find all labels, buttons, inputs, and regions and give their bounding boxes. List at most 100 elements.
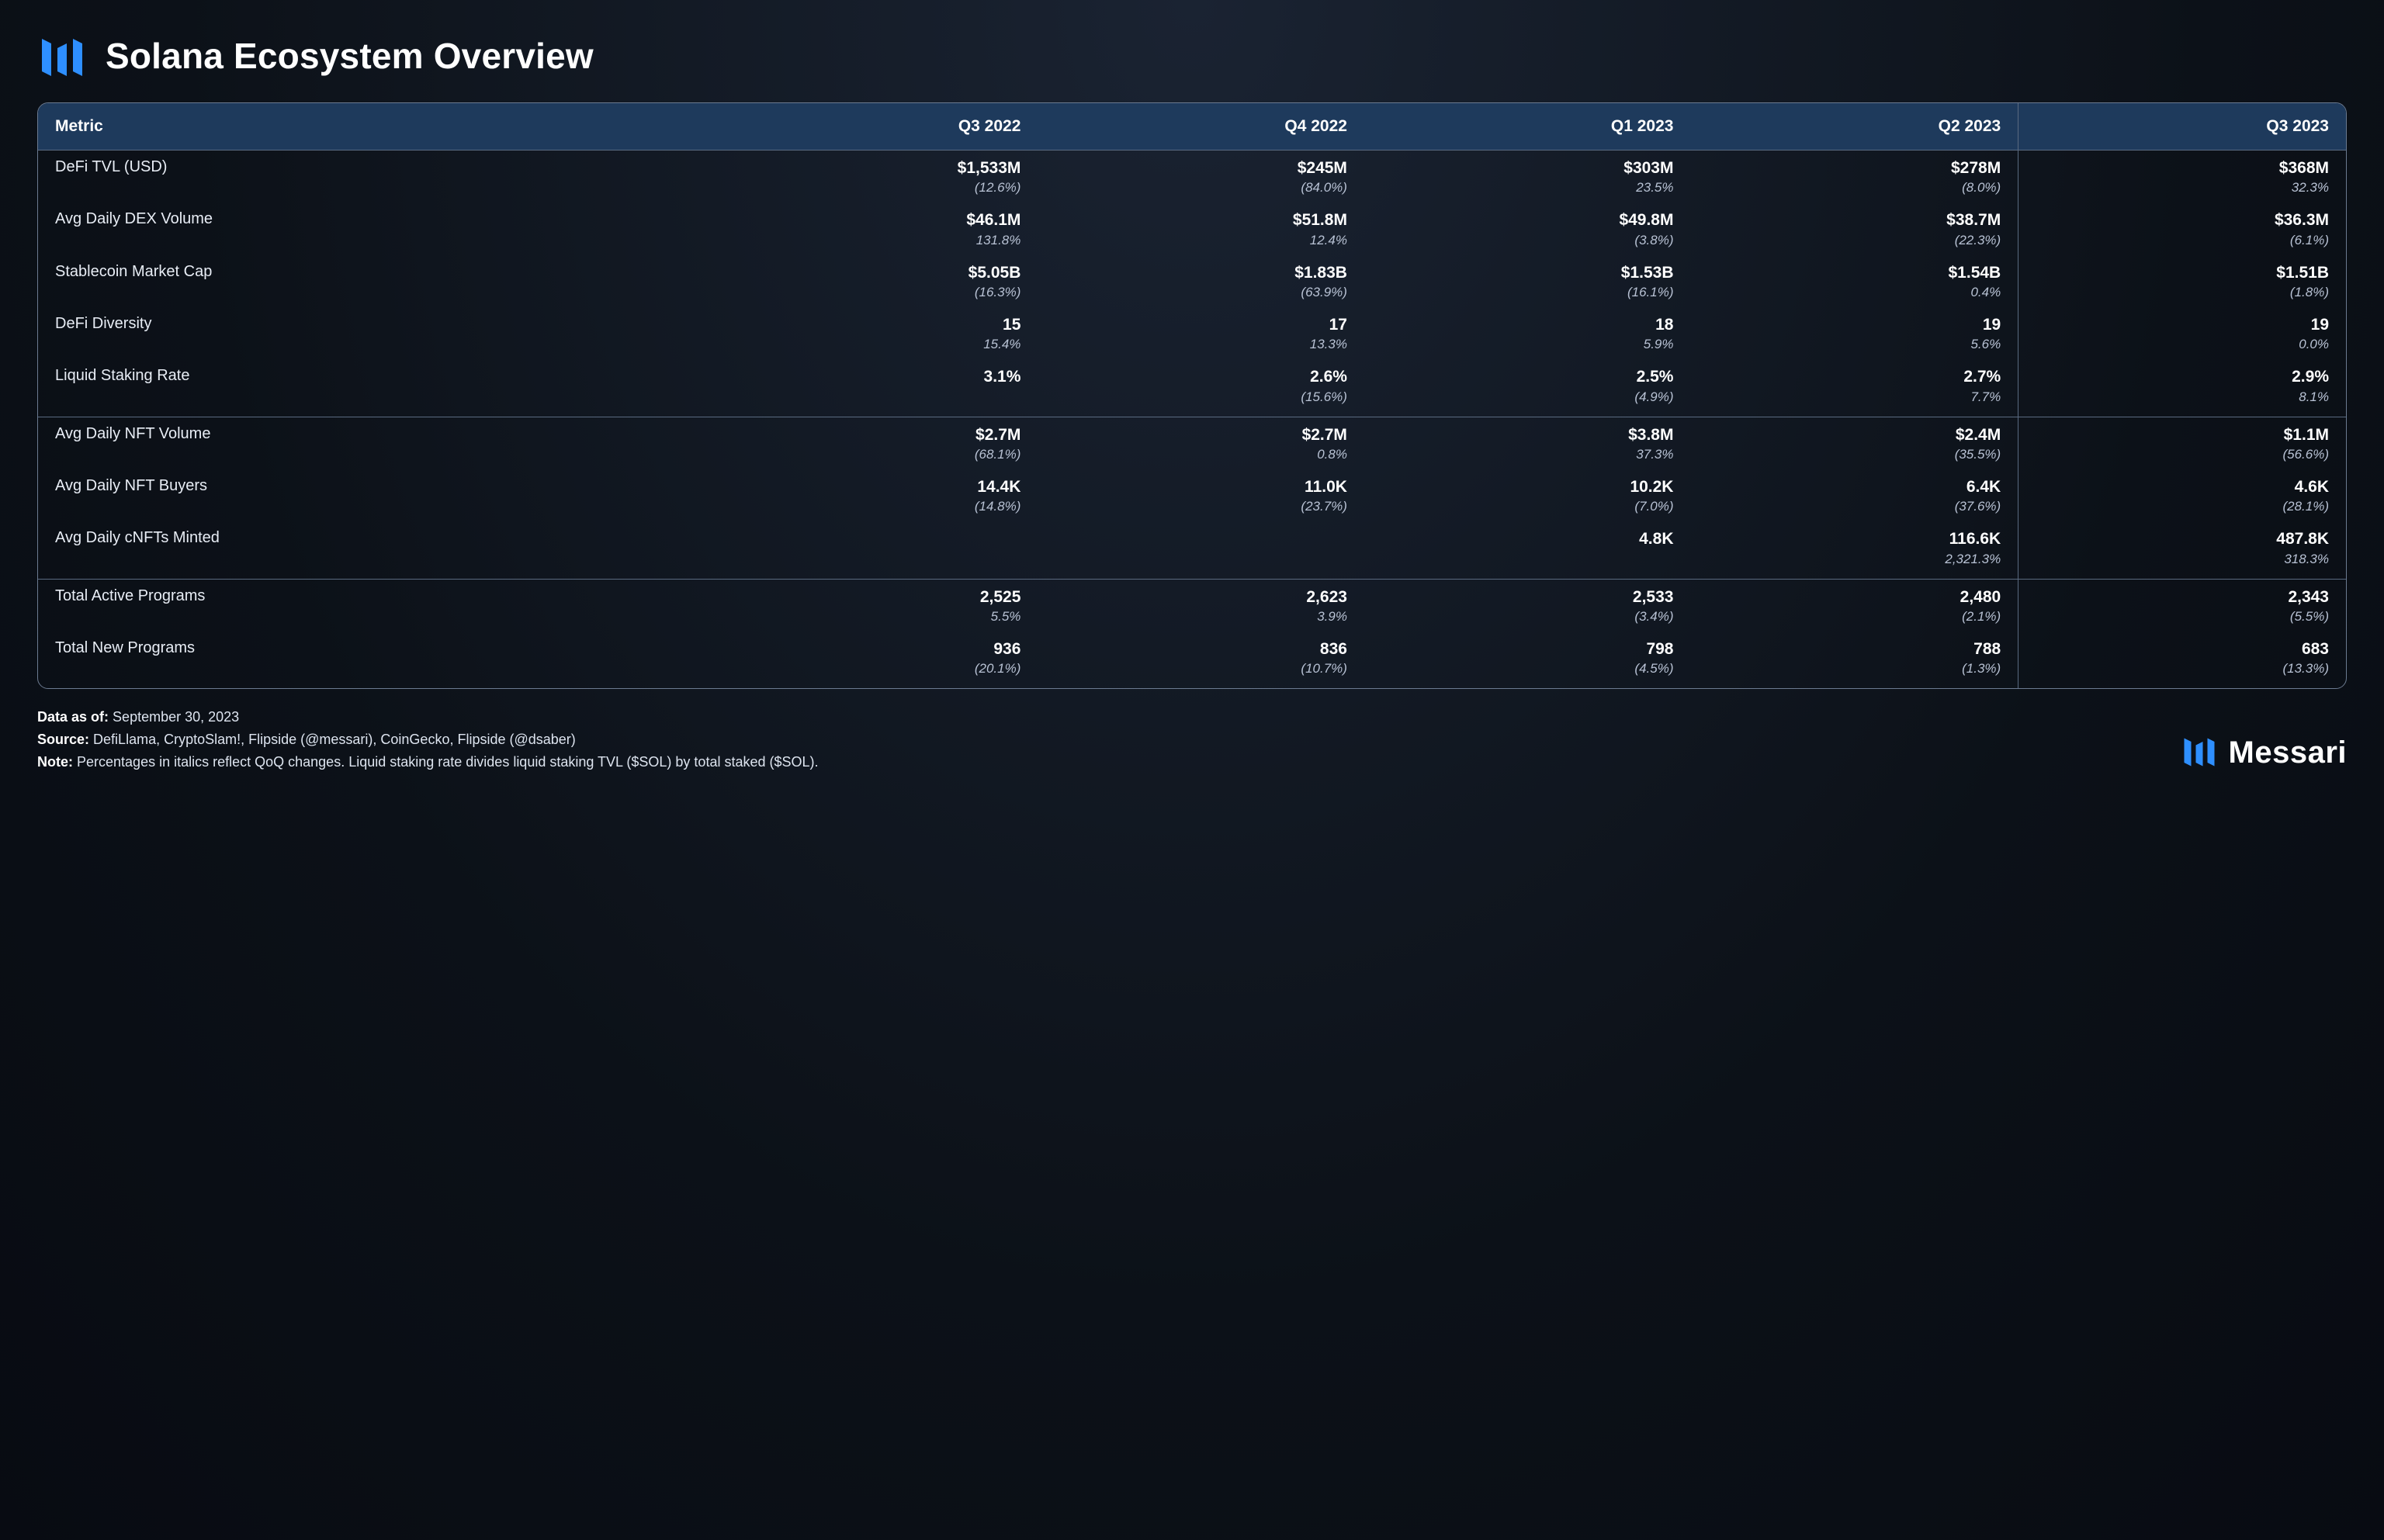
metric-value: $303M xyxy=(1381,158,1674,178)
metric-change: 3.9% xyxy=(1055,608,1347,625)
metric-value: 2.6% xyxy=(1055,367,1347,387)
metric-value-cell: 185.9% xyxy=(1364,307,1691,359)
metric-value-cell: 683(13.3%) xyxy=(2018,632,2346,688)
metric-value: $2.7M xyxy=(726,425,1020,445)
metric-change: (22.3%) xyxy=(1707,232,2001,249)
metric-value: $1.54B xyxy=(1707,263,2001,283)
metric-change: 0.0% xyxy=(2036,336,2329,353)
note-value: Percentages in italics reflect QoQ chang… xyxy=(77,754,819,770)
metric-value-cell: $51.8M 12.4% xyxy=(1038,202,1364,254)
metric-value: $36.3M xyxy=(2036,210,2329,230)
metric-value: 18 xyxy=(1381,315,1674,335)
metric-change: (8.0%) xyxy=(1707,179,2001,196)
metric-change: (4.9%) xyxy=(1381,389,1674,406)
metric-value: $3.8M xyxy=(1381,425,1674,445)
metric-value: $51.8M xyxy=(1055,210,1347,230)
page-footer: Data as of: September 30, 2023 Source: D… xyxy=(37,706,2347,773)
metric-value: 19 xyxy=(1707,315,2001,335)
metric-value: $38.7M xyxy=(1707,210,2001,230)
table-row: Avg Daily NFT Buyers14.4K(14.8%)11.0K(23… xyxy=(38,469,2346,521)
metric-label: Avg Daily NFT Volume xyxy=(38,417,709,469)
metric-change: 12.4% xyxy=(1055,232,1347,249)
metric-value: $2.4M xyxy=(1707,425,2001,445)
metric-value: 4.8K xyxy=(1381,529,1674,549)
metric-value: $245M xyxy=(1055,158,1347,178)
metric-change: (37.6%) xyxy=(1707,498,2001,515)
metric-value: 2,343 xyxy=(2036,587,2329,607)
metric-value-cell: 836(10.7%) xyxy=(1038,632,1364,688)
metric-value-cell: 936(20.1%) xyxy=(709,632,1038,688)
metric-value-cell: $1.1M(56.6%) xyxy=(2018,417,2346,469)
metric-change: (23.7%) xyxy=(1055,498,1347,515)
col-q1-2023: Q1 2023 xyxy=(1364,103,1691,151)
metric-change: (56.6%) xyxy=(2036,446,2329,463)
source-label: Source: xyxy=(37,732,89,747)
metric-value: $5.05B xyxy=(726,263,1020,283)
messari-logo-icon xyxy=(37,31,87,81)
metric-value-cell: $46.1M131.8% xyxy=(709,202,1038,254)
metric-value-cell: $1.83B(63.9%) xyxy=(1038,255,1364,307)
metric-value-cell xyxy=(709,521,1038,579)
metric-value-cell: $3.8M37.3% xyxy=(1364,417,1691,469)
metric-value: $368M xyxy=(2036,158,2329,178)
brand-name: Messari xyxy=(2229,735,2347,770)
metric-change: (16.1%) xyxy=(1381,284,1674,301)
page-title: Solana Ecosystem Overview xyxy=(106,35,594,77)
metric-value-cell: 116.6K2,321.3% xyxy=(1690,521,2018,579)
metric-change: 7.7% xyxy=(1707,389,2001,406)
metric-value-cell: 10.2K(7.0%) xyxy=(1364,469,1691,521)
metric-value-cell: $245M(84.0%) xyxy=(1038,151,1364,203)
metric-change: (5.5%) xyxy=(2036,608,2329,625)
metric-value: 836 xyxy=(1055,639,1347,659)
metric-value-cell: 1515.4% xyxy=(709,307,1038,359)
metric-change: 15.4% xyxy=(726,336,1020,353)
metric-change: 37.3% xyxy=(1381,446,1674,463)
data-as-of-label: Data as of: xyxy=(37,709,109,725)
metrics-table-container: Metric Q3 2022 Q4 2022 Q1 2023 Q2 2023 Q… xyxy=(37,102,2347,689)
metric-label: Avg Daily NFT Buyers xyxy=(38,469,709,521)
metric-change: 5.6% xyxy=(1707,336,2001,353)
metric-change: (13.3%) xyxy=(2036,660,2329,677)
metric-value-cell xyxy=(1038,521,1364,579)
metric-change: 5.9% xyxy=(1381,336,1674,353)
col-q4-2022: Q4 2022 xyxy=(1038,103,1364,151)
footer-source: Source: DefiLlama, CryptoSlam!, Flipside… xyxy=(37,728,819,751)
metric-value: 2,533 xyxy=(1381,587,1674,607)
metric-change: (63.9%) xyxy=(1055,284,1347,301)
metric-value-cell: $2.7M0.8% xyxy=(1038,417,1364,469)
metric-value: 2,525 xyxy=(726,587,1020,607)
footer-note: Note: Percentages in italics reflect QoQ… xyxy=(37,751,819,773)
metric-value: 683 xyxy=(2036,639,2329,659)
metric-value: 798 xyxy=(1381,639,1674,659)
table-header-row: Metric Q3 2022 Q4 2022 Q1 2023 Q2 2023 Q… xyxy=(38,103,2346,151)
metric-value-cell: $278M(8.0%) xyxy=(1690,151,2018,203)
metric-value-cell: 4.8K xyxy=(1364,521,1691,579)
metric-change: 2,321.3% xyxy=(1707,551,2001,568)
col-q2-2023: Q2 2023 xyxy=(1690,103,2018,151)
metric-value-cell: $2.4M(35.5%) xyxy=(1690,417,2018,469)
metric-value: 2.9% xyxy=(2036,367,2329,387)
metric-value-cell: 1713.3% xyxy=(1038,307,1364,359)
metric-value: $1.53B xyxy=(1381,263,1674,283)
metric-change: (28.1%) xyxy=(2036,498,2329,515)
metric-label: Stablecoin Market Cap xyxy=(38,255,709,307)
data-as-of-value: September 30, 2023 xyxy=(113,709,239,725)
metric-value-cell: 11.0K(23.7%) xyxy=(1038,469,1364,521)
metric-label: Liquid Staking Rate xyxy=(38,359,709,417)
metric-change: (3.8%) xyxy=(1381,232,1674,249)
metric-value-cell: $1.51B(1.8%) xyxy=(2018,255,2346,307)
metric-change: (1.8%) xyxy=(2036,284,2329,301)
metric-change: (6.1%) xyxy=(2036,232,2329,249)
metric-value: 2.7% xyxy=(1707,367,2001,387)
metric-label: Total New Programs xyxy=(38,632,709,688)
metric-value-cell: 2,343(5.5%) xyxy=(2018,579,2346,632)
metric-value-cell: 2.5%(4.9%) xyxy=(1364,359,1691,417)
metric-value-cell: $49.8M(3.8%) xyxy=(1364,202,1691,254)
metric-value-cell: $1.53B(16.1%) xyxy=(1364,255,1691,307)
metric-change: 0.4% xyxy=(1707,284,2001,301)
metric-change: 5.5% xyxy=(726,608,1020,625)
metric-value: 2,480 xyxy=(1707,587,2001,607)
metric-value: 11.0K xyxy=(1055,477,1347,497)
metric-change: (2.1%) xyxy=(1707,608,2001,625)
metric-label: Avg Daily DEX Volume xyxy=(38,202,709,254)
